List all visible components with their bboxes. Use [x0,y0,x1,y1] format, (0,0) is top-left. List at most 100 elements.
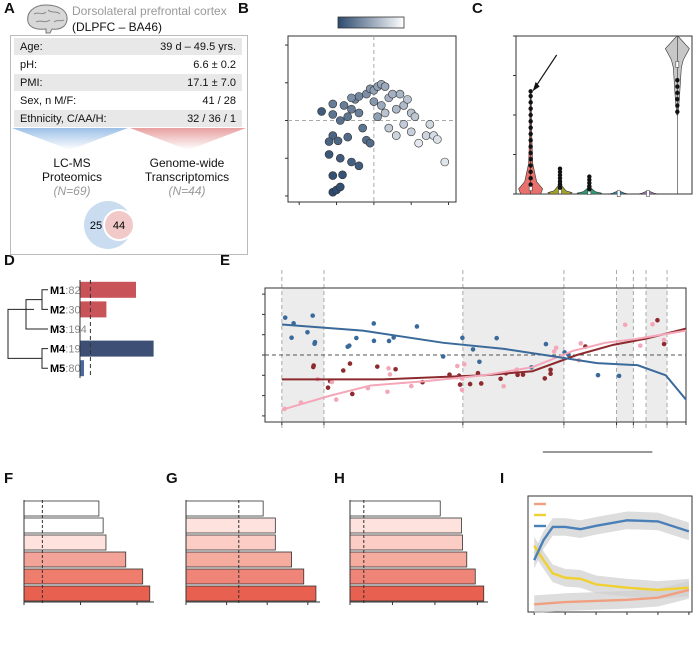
scatter-point [410,112,420,122]
scatter-point [406,127,416,137]
scatter-point [328,171,338,180]
bar-m4 [80,340,154,357]
eigengene-point-m1 [340,368,346,373]
eigengene-point-m4 [616,373,622,379]
outlier-point [528,112,533,118]
outlier-point [528,131,533,137]
eigengene-point-m1 [374,364,380,369]
eigengene-point-m2 [386,366,391,371]
outlier-point [557,182,563,187]
violin-median-box [616,190,621,197]
outlier-point [528,150,533,156]
enrichment-bar [23,517,104,534]
panel-label-d: D [4,252,15,269]
age-value: 39 d – 49.5 yrs. [160,40,236,53]
dendrogram-branch-m1-m2 [41,289,48,310]
pmi-value: 17.1 ± 7.0 [187,76,236,89]
variance-violin-chart [513,35,693,197]
outlier-point [587,180,592,186]
eigengene-point-m1 [457,382,463,387]
outlier-point [528,100,533,105]
plot-frame [527,495,693,613]
eigengene-point-m2 [650,322,655,327]
scatter-point [373,112,382,122]
legend-colorbar [337,16,405,29]
eigengene-point-m2 [578,341,584,346]
scatter-point [354,161,364,171]
eigengene-point-m2 [385,389,390,395]
outlier-point [675,103,680,108]
go-enrichment-m4-chart [349,500,488,605]
enrichment-bar [185,517,276,534]
eigengene-point-m1 [520,372,526,377]
trend-line-astrocytes [534,588,690,606]
panel-label-e: E [220,252,231,269]
outlier-point [557,169,563,175]
trend-line-m2 [281,329,687,411]
eigengene-point-m4 [312,339,318,345]
eigengene-point-m4 [440,354,446,359]
ph-value: 6.6 ± 0.2 [193,58,236,71]
outlier-point [528,144,533,149]
module-name: M4 [50,344,66,356]
scatter-point [324,137,334,146]
scatter-point [335,182,345,192]
violin-median-box [646,190,650,197]
venn-diagram: 25 44 [84,201,135,249]
outlier-point [528,176,533,181]
enrichment-bar [349,517,462,534]
cntn1-arrow-line [533,54,558,91]
enrichment-bar [349,500,441,517]
period-shade [646,288,668,422]
cell-type-fraction-chart [527,495,693,615]
row-age: Age: 39 d – 49.5 yrs. [14,38,242,55]
outlier-point [675,97,680,102]
sex-label: Sex, n M/F: [20,94,77,107]
eigengene-point-m2 [455,363,460,369]
eigengene-point-m4 [282,315,288,320]
eigengene-point-m2 [462,361,467,367]
proteomics-arrow [12,128,128,150]
eigengene-point-m4 [371,338,377,344]
ethnicity-value: 32 / 36 / 1 [187,112,236,125]
panel-label-b: B [238,0,249,17]
enrichment-bar [349,534,463,551]
brain-icon [27,4,68,34]
scatter-point [391,131,401,140]
venn-left-count: 25 [90,220,102,232]
scatter-point [388,89,397,99]
enrichment-bar [185,551,292,568]
scatter-point [384,123,394,133]
scatter-point [414,138,423,148]
eigengene-point-m4 [345,344,350,350]
eigengene-point-m4 [305,330,310,335]
eigengene-point-m1 [347,361,353,366]
outlier-point [528,89,533,94]
module-name: M3 [50,324,65,336]
plot-frame [287,35,457,203]
bar-m1 [80,281,136,298]
module-name: M2 [50,304,65,316]
enrichment-bar [23,534,107,551]
transcriptomics-arrow [130,128,246,150]
outlier-point [528,119,533,124]
eigengene-point-m1 [393,366,398,372]
eigengene-point-m2 [408,383,414,389]
eigengene-point-m4 [310,313,316,318]
scatter-point [403,95,412,104]
method-arrows [12,128,246,150]
scatter-point [328,99,338,109]
scatter-point [380,108,390,118]
eigengene-point-m4 [460,335,465,341]
module-size: :80 [65,363,80,375]
proteomics-line2: Proteomics [41,170,103,184]
proteomics-method: LC-MS Proteomics (N=69) [22,156,122,198]
eigengene-point-m1 [475,370,481,376]
eigengene-point-m4 [371,321,377,326]
scatter-point [358,123,367,133]
scatter-point [347,157,356,167]
eigengene-point-m2 [387,372,393,377]
module-name: M5 [50,363,65,375]
scatter-point [391,104,401,114]
